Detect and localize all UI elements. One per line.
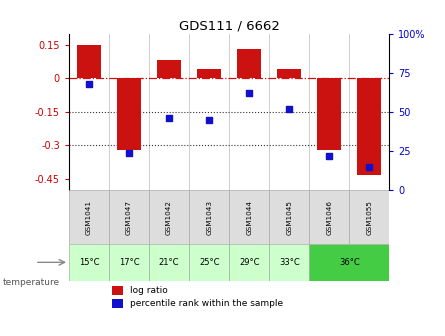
Point	[125, 150, 133, 155]
Bar	[149, 244, 189, 281]
Text: log ratio: log ratio	[130, 286, 168, 295]
Point	[166, 116, 173, 121]
Point	[366, 164, 373, 169]
Bar	[197, 70, 221, 78]
Text: percentile rank within the sample: percentile rank within the sample	[130, 299, 283, 308]
Bar	[277, 70, 301, 78]
Text: 29°C: 29°C	[239, 258, 259, 267]
Text: 15°C: 15°C	[79, 258, 99, 267]
Bar	[112, 299, 123, 308]
Bar	[269, 244, 309, 281]
Point	[206, 117, 213, 122]
Text: 36°C: 36°C	[339, 258, 360, 267]
Text: GSM1044: GSM1044	[246, 200, 252, 235]
Title: GDS111 / 6662: GDS111 / 6662	[179, 19, 279, 33]
Text: GSM1042: GSM1042	[166, 200, 172, 235]
Text: 25°C: 25°C	[199, 258, 219, 267]
Bar	[269, 190, 309, 244]
Text: 33°C: 33°C	[279, 258, 299, 267]
Bar	[109, 244, 149, 281]
Bar	[189, 190, 229, 244]
Text: GSM1043: GSM1043	[206, 200, 212, 235]
Bar	[229, 244, 269, 281]
Bar	[69, 190, 109, 244]
Text: GSM1045: GSM1045	[286, 200, 292, 235]
Text: temperature: temperature	[2, 278, 59, 287]
Bar	[309, 190, 349, 244]
Point	[326, 153, 333, 158]
Point	[286, 106, 293, 112]
Bar	[349, 190, 389, 244]
Bar	[317, 78, 341, 150]
Bar	[309, 244, 389, 281]
Bar	[117, 78, 141, 150]
Text: GSM1055: GSM1055	[366, 200, 372, 235]
Point	[85, 81, 93, 86]
Text: 17°C: 17°C	[119, 258, 139, 267]
Text: GSM1041: GSM1041	[86, 200, 92, 235]
Text: GSM1047: GSM1047	[126, 200, 132, 235]
Bar	[149, 190, 189, 244]
Bar	[157, 60, 181, 78]
Bar	[229, 190, 269, 244]
Text: 21°C: 21°C	[159, 258, 179, 267]
Bar	[69, 244, 109, 281]
Bar	[237, 49, 261, 78]
Bar	[189, 244, 229, 281]
Bar	[109, 190, 149, 244]
Bar	[112, 286, 123, 295]
Bar	[77, 45, 101, 78]
Text: GSM1046: GSM1046	[326, 200, 332, 235]
Bar	[357, 78, 381, 174]
Point	[246, 90, 253, 96]
